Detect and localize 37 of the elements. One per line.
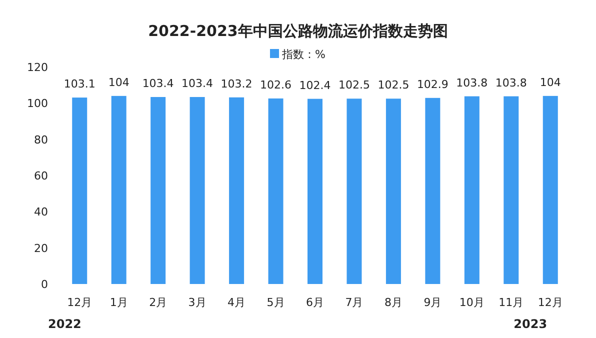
- data-label: 102.4: [299, 78, 331, 92]
- data-label: 104: [540, 76, 561, 89]
- x-tick-label: 3月: [188, 296, 206, 309]
- text: 2023: [514, 317, 548, 331]
- y-tick-label: 60: [34, 170, 48, 182]
- x-tick-label: 5月: [266, 296, 285, 309]
- x-tick-label: 9月: [424, 296, 442, 309]
- x-tick-label: 12月: [67, 296, 92, 309]
- x-tick-label: 12月: [538, 296, 563, 309]
- text: 2022: [48, 317, 82, 331]
- chart-title: 2022-2023年中国公路物流运价指数走势图: [148, 22, 448, 40]
- data-label: 103.8: [495, 76, 527, 90]
- data-label: 104: [108, 76, 130, 89]
- y-tick-label: 20: [34, 242, 48, 255]
- data-label: 102.5: [378, 78, 410, 92]
- data-label: 103.4: [182, 77, 214, 90]
- x-tick-label: 1月: [110, 296, 128, 309]
- data-label: 103.1: [64, 78, 96, 91]
- y-tick-label: 40: [34, 206, 48, 219]
- data-label: 102.6: [260, 78, 292, 92]
- x-tick-label: 11月: [498, 296, 524, 309]
- y-tick-label: 0: [41, 278, 48, 291]
- x-tick-label: 7月: [345, 296, 364, 309]
- y-tick-label: 120: [27, 61, 48, 74]
- data-label: 102.9: [416, 78, 448, 91]
- data-label: 103.4: [142, 77, 174, 90]
- data-label: 103.8: [456, 76, 488, 90]
- legend-label: 指数：%: [281, 48, 326, 61]
- y-tick-label: 80: [34, 133, 48, 146]
- data-label: 103.2: [220, 77, 252, 90]
- x-tick-label: 4月: [228, 296, 246, 309]
- x-tick-label: 8月: [384, 296, 402, 309]
- x-tick-label: 6月: [306, 296, 324, 309]
- data-label: 102.5: [338, 78, 370, 92]
- x-tick-label: 2月: [149, 296, 168, 309]
- x-tick-label: 10月: [459, 296, 484, 309]
- y-tick-label: 100: [27, 97, 48, 110]
